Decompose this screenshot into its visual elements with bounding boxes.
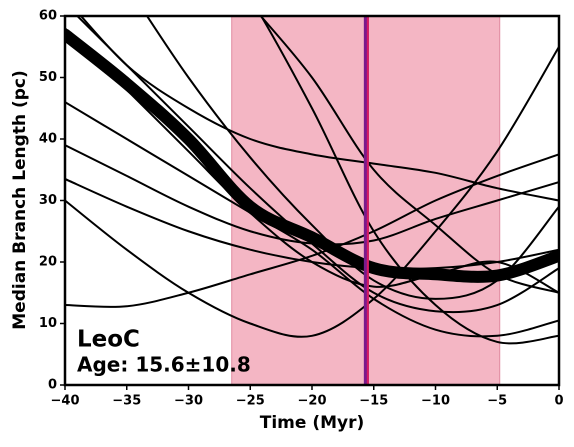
x-tick-label: −10 [421, 394, 450, 409]
y-tick-label: 30 [39, 193, 57, 208]
line [65, 27, 559, 294]
y-tick-label: 20 [39, 255, 57, 270]
line [145, 16, 559, 300]
x-tick-label: −25 [236, 394, 265, 409]
y-tick-label: 40 [39, 132, 57, 147]
x-tick-label: −30 [174, 394, 203, 409]
line [260, 16, 559, 345]
x-tick-label: −20 [298, 394, 327, 409]
x-tick-label: −35 [112, 394, 141, 409]
plot-area [65, 16, 559, 385]
x-tick-label: −40 [51, 394, 80, 409]
x-axis-label: Time (Myr) [260, 413, 365, 433]
y-tick-label: 10 [39, 316, 57, 331]
x-tick-label: −5 [487, 394, 507, 409]
y-tick-label: 50 [39, 70, 57, 85]
y-axis-label: Median Branch Length (pc) [10, 70, 30, 330]
line [65, 28, 559, 283]
annotation: Age: 15.6±10.8 [77, 353, 251, 377]
y-tick-label: 60 [39, 9, 57, 24]
line [65, 177, 559, 270]
x-tick-label: 0 [554, 394, 563, 409]
y-tick-label: 0 [48, 378, 57, 393]
line [65, 45, 559, 338]
line [65, 101, 559, 338]
line [65, 153, 559, 308]
line [259, 16, 559, 294]
annotation: LeoC [77, 327, 140, 353]
x-tick-label: −15 [359, 394, 388, 409]
